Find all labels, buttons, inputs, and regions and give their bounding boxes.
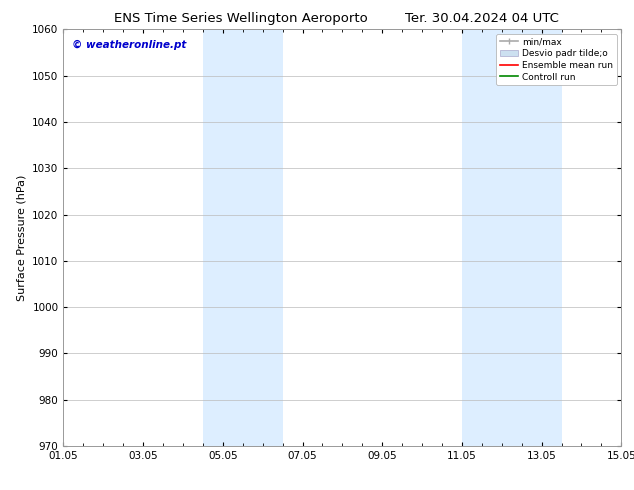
Text: © weatheronline.pt: © weatheronline.pt bbox=[72, 40, 186, 50]
Bar bbox=[203, 29, 283, 446]
Text: Ter. 30.04.2024 04 UTC: Ter. 30.04.2024 04 UTC bbox=[405, 12, 559, 25]
Bar bbox=[462, 29, 562, 446]
Legend: min/max, Desvio padr tilde;o, Ensemble mean run, Controll run: min/max, Desvio padr tilde;o, Ensemble m… bbox=[496, 34, 617, 85]
Y-axis label: Surface Pressure (hPa): Surface Pressure (hPa) bbox=[16, 174, 27, 301]
Text: ENS Time Series Wellington Aeroporto: ENS Time Series Wellington Aeroporto bbox=[114, 12, 368, 25]
